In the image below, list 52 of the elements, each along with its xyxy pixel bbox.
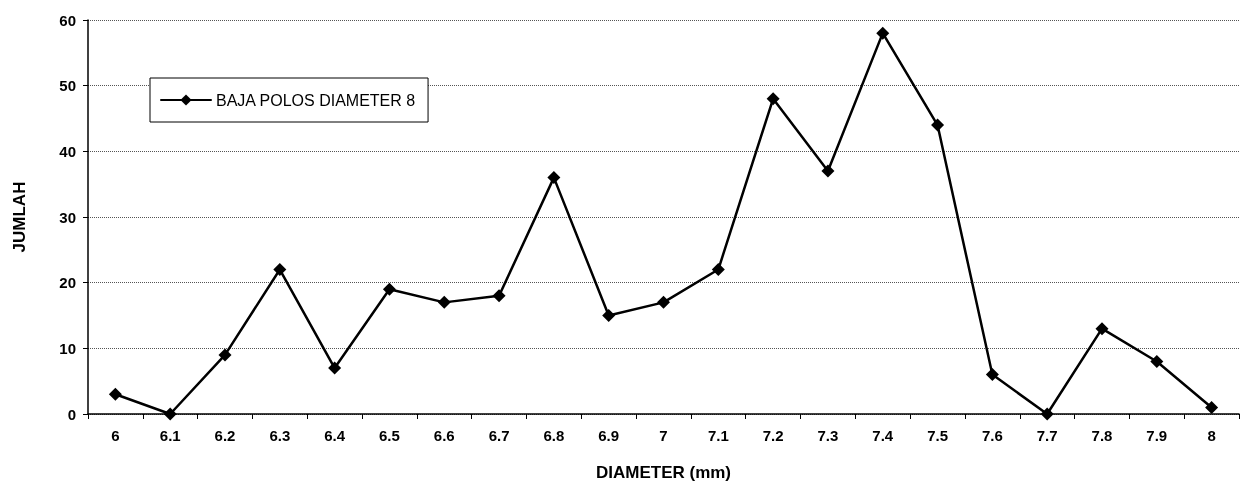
x-tick-label: 7.5 <box>927 427 948 444</box>
x-axis-title: DIAMETER (mm) <box>595 463 732 482</box>
y-tick-label: 20 <box>59 274 76 292</box>
x-tick-label: 6.5 <box>379 427 400 444</box>
x-tick-label: 6.7 <box>488 427 510 444</box>
legend-label: BAJA POLOS DIAMETER 8 <box>216 91 416 109</box>
y-tick-label: 0 <box>67 405 76 423</box>
y-tick-label: 40 <box>59 142 76 160</box>
point <box>437 295 451 309</box>
point <box>163 407 177 421</box>
point <box>931 118 945 132</box>
x-tick-label: 6.3 <box>269 427 291 444</box>
point <box>1150 354 1164 368</box>
y-tick-label: 30 <box>59 208 76 226</box>
x-tick-label: 6.6 <box>433 427 455 444</box>
point <box>711 263 725 277</box>
x-tick-label: 7.6 <box>981 427 1003 444</box>
point <box>108 387 122 401</box>
y-tick-label: 10 <box>59 339 76 357</box>
point <box>1095 322 1109 336</box>
x-tick-label: 7.9 <box>1146 427 1168 444</box>
x-tick-label: 7.7 <box>1036 427 1058 444</box>
point <box>547 171 561 185</box>
point <box>328 361 342 375</box>
y-axis-title: JUMLAH <box>10 181 29 253</box>
y-tick-label: 50 <box>59 77 76 95</box>
x-tick-label: 7.3 <box>817 427 839 444</box>
x-tick-label: 7.2 <box>762 427 784 444</box>
point <box>382 282 396 296</box>
point <box>985 368 999 382</box>
point <box>273 263 287 277</box>
x-tick-label: 7.1 <box>707 427 729 444</box>
x-tick-label: 6 <box>111 427 120 444</box>
point <box>876 26 890 40</box>
x-tick-label: 6.9 <box>598 427 620 444</box>
x-tick-label: 7.4 <box>872 427 894 444</box>
point <box>766 92 780 106</box>
point <box>602 309 616 322</box>
x-tick-label: 7.8 <box>1091 427 1113 444</box>
point <box>657 295 670 309</box>
x-tick-label: 7 <box>659 427 668 444</box>
x-tick-label: 6.2 <box>214 427 236 444</box>
point <box>1205 400 1219 414</box>
x-tick-label: 8 <box>1207 427 1216 444</box>
point <box>492 289 506 303</box>
y-tick-label: 60 <box>59 11 76 29</box>
point <box>821 164 835 178</box>
x-tick-label: 6.8 <box>543 427 565 444</box>
x-tick-label: 6.1 <box>159 427 181 444</box>
point <box>1040 407 1054 421</box>
point <box>218 348 232 362</box>
x-tick-label: 6.4 <box>324 427 346 444</box>
